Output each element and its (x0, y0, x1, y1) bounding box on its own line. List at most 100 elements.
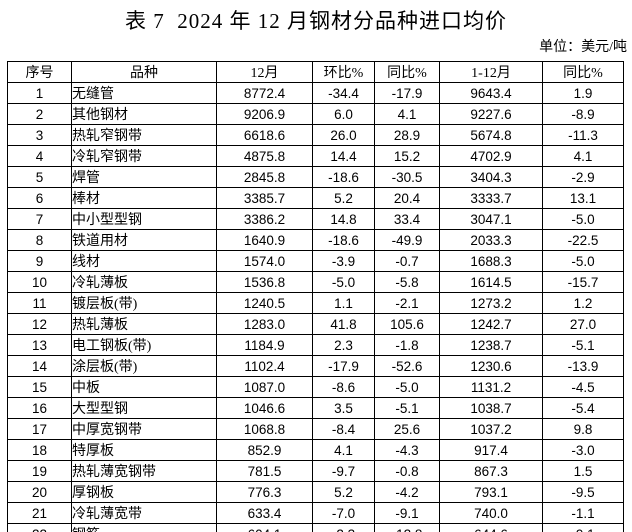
table-row: 21 冷轧薄宽带 633.4 -7.0 -9.1 740.0 -1.1 (7, 502, 624, 524)
variety-cell: 无缝管 (71, 82, 217, 104)
table-row: 22钢筋604.1-2.3-12.8644.6-9.1 (7, 523, 624, 532)
value-cell: 644.6 (439, 523, 543, 532)
value-cell: 3333.7 (439, 187, 543, 209)
row-number-cell: 9 (7, 250, 72, 272)
value-cell: 1102.4 (216, 355, 313, 377)
table-row: 11 镀层板(带) 1240.5 1.1 -2.1 1273.2 1.2 (7, 292, 624, 314)
table-row: 10 冷轧薄板 1536.8 -5.0 -5.8 1614.5 -15.7 (7, 271, 624, 293)
value-cell: 1068.8 (216, 418, 313, 440)
value-cell: 1131.2 (439, 376, 543, 398)
value-cell: -17.9 (312, 355, 375, 377)
value-cell: -9.5 (542, 481, 624, 503)
value-cell: -9.1 (374, 502, 440, 524)
value-cell: 26.0 (312, 124, 375, 146)
value-cell: 1273.2 (439, 292, 543, 314)
table-row: 4 冷轧窄钢带 4875.8 14.4 15.2 4702.9 4.1 (7, 145, 624, 167)
table-row: 3 热轧窄钢带 6618.6 26.0 28.9 5674.8 -11.3 (7, 124, 624, 146)
value-cell: 1037.2 (439, 418, 543, 440)
value-cell: -15.7 (542, 271, 624, 293)
value-cell: 15.2 (374, 145, 440, 167)
value-cell: -1.8 (374, 334, 440, 356)
value-cell: 1614.5 (439, 271, 543, 293)
value-cell: 9206.9 (216, 103, 313, 125)
value-cell: 28.9 (374, 124, 440, 146)
variety-cell: 焊管 (71, 166, 217, 188)
value-cell: 5674.8 (439, 124, 543, 146)
value-cell: 1.1 (312, 292, 375, 314)
row-number-cell: 13 (7, 334, 72, 356)
value-cell: -34.4 (312, 82, 375, 104)
row-number-cell: 19 (7, 460, 72, 482)
value-cell: 20.4 (374, 187, 440, 209)
row-number-cell: 7 (7, 208, 72, 230)
column-header: 品种 (71, 61, 217, 83)
value-cell: -9.7 (312, 460, 375, 482)
value-cell: 1.9 (542, 82, 624, 104)
variety-cell: 热轧窄钢带 (71, 124, 217, 146)
column-header: 12月 (216, 61, 313, 83)
value-cell: 4.1 (542, 145, 624, 167)
unit-label: 单位：美元/吨 (539, 40, 627, 55)
value-cell: -8.6 (312, 376, 375, 398)
variety-cell: 热轧薄板 (71, 313, 217, 335)
column-header: 1-12月 (439, 61, 543, 83)
table-row: 2 其他钢材 9206.9 6.0 4.1 9227.6 -8.9 (7, 103, 624, 125)
value-cell: 1242.7 (439, 313, 543, 335)
value-cell: -5.8 (374, 271, 440, 293)
value-cell: -4.2 (374, 481, 440, 503)
table-row: 7 中小型型钢 3386.2 14.8 33.4 3047.1 -5.0 (7, 208, 624, 230)
value-cell: 633.4 (216, 502, 313, 524)
row-number-cell: 21 (7, 502, 72, 524)
value-cell: 33.4 (374, 208, 440, 230)
value-cell: 2.3 (312, 334, 375, 356)
value-cell: 1087.0 (216, 376, 313, 398)
value-cell: 1238.7 (439, 334, 543, 356)
variety-cell: 其他钢材 (71, 103, 217, 125)
value-cell: 917.4 (439, 439, 543, 461)
table-row: 17 中厚宽钢带 1068.8 -8.4 25.6 1037.2 9.8 (7, 418, 624, 440)
value-cell: 852.9 (216, 439, 313, 461)
value-cell: -18.6 (312, 229, 375, 251)
column-header: 环比% (312, 61, 375, 83)
value-cell: -13.9 (542, 355, 624, 377)
variety-cell: 镀层板(带) (71, 292, 217, 314)
value-cell: -49.9 (374, 229, 440, 251)
value-cell: 41.8 (312, 313, 375, 335)
value-cell: -8.9 (542, 103, 624, 125)
row-number-cell: 20 (7, 481, 72, 503)
row-number-cell: 11 (7, 292, 72, 314)
value-cell: 9643.4 (439, 82, 543, 104)
value-cell: 781.5 (216, 460, 313, 482)
page-title: 表 7 2024 年 12 月钢材分品种进口均价 (125, 9, 507, 33)
value-cell: 3404.3 (439, 166, 543, 188)
value-cell: -22.5 (542, 229, 624, 251)
value-cell: 1038.7 (439, 397, 543, 419)
row-number-cell: 10 (7, 271, 72, 293)
steel-import-price-table: 序号 品种 12月 环比% 同比% 1-12月 同比% 1 无缝管 8772.4 -34.4 -17… (7, 61, 624, 532)
table-row: 1 无缝管 8772.4 -34.4 -17.9 9643.4 1.9 (7, 82, 624, 104)
value-cell: 27.0 (542, 313, 624, 335)
value-cell: -5.0 (542, 250, 624, 272)
value-cell: 1574.0 (216, 250, 313, 272)
variety-cell: 冷轧薄宽带 (71, 502, 217, 524)
table-row: 6 棒材 3385.7 5.2 20.4 3333.7 13.1 (7, 187, 624, 209)
value-cell: -11.3 (542, 124, 624, 146)
variety-cell: 钢筋 (71, 523, 217, 532)
header-row: 序号 品种 12月 环比% 同比% 1-12月 同比% (7, 61, 624, 83)
value-cell: -5.0 (312, 271, 375, 293)
value-cell: -5.0 (374, 376, 440, 398)
variety-cell: 中小型型钢 (71, 208, 217, 230)
value-cell: -9.1 (542, 523, 624, 532)
row-number-cell: 1 (7, 82, 72, 104)
value-cell: 1688.3 (439, 250, 543, 272)
variety-cell: 厚钢板 (71, 481, 217, 503)
row-number-cell: 15 (7, 376, 72, 398)
value-cell: 13.1 (542, 187, 624, 209)
table-row: 8 铁道用材 1640.9 -18.6 -49.9 2033.3 -22.5 (7, 229, 624, 251)
row-number-cell: 22 (7, 523, 72, 532)
table-row: 16 大型型钢 1046.6 3.5 -5.1 1038.7 -5.4 (7, 397, 624, 419)
value-cell: -5.1 (374, 397, 440, 419)
value-cell: 740.0 (439, 502, 543, 524)
value-cell: 4.1 (312, 439, 375, 461)
table-row: 20 厚钢板 776.3 5.2 -4.2 793.1 -9.5 (7, 481, 624, 503)
